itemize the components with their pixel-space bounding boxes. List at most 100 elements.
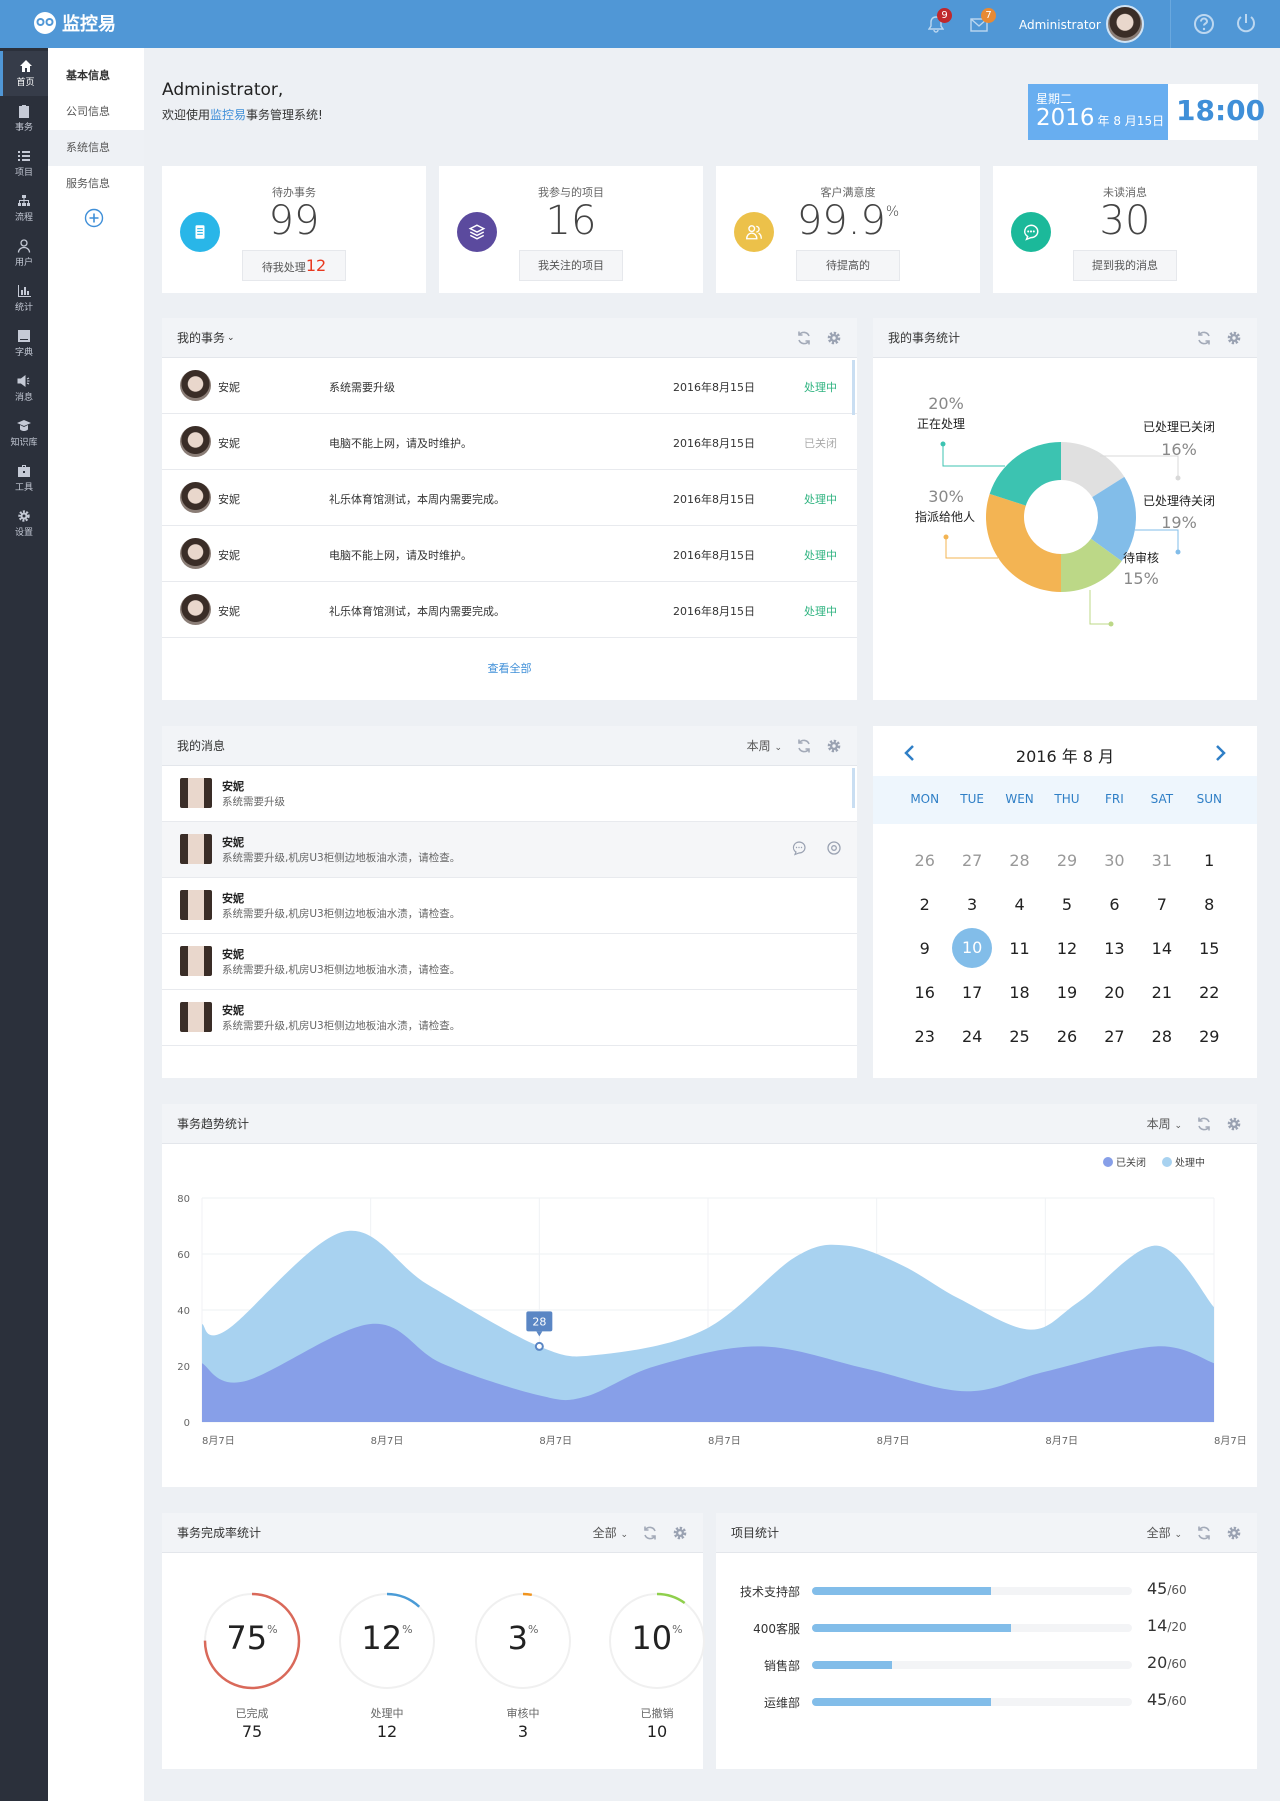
- calendar-day[interactable]: 26: [1043, 1014, 1090, 1058]
- refresh-icon[interactable]: [1196, 330, 1212, 346]
- sidebar-item-book[interactable]: 字典: [0, 321, 48, 366]
- calendar-day[interactable]: 30: [1091, 838, 1138, 882]
- stat-button[interactable]: 待提高的: [796, 250, 900, 281]
- subnav-item-company[interactable]: 公司信息: [66, 105, 110, 118]
- refresh-icon[interactable]: [1196, 1116, 1212, 1132]
- task-description[interactable]: 礼乐体育馆测试，本周内需要完成。: [329, 493, 505, 506]
- scrollbar[interactable]: [852, 360, 855, 415]
- user-avatar[interactable]: [1106, 5, 1144, 43]
- calendar-day[interactable]: 18: [996, 970, 1043, 1014]
- calendar-day[interactable]: 29: [1186, 1014, 1233, 1058]
- calendar-day[interactable]: 6: [1091, 882, 1138, 926]
- calendar-day[interactable]: 14: [1138, 926, 1185, 970]
- refresh-icon[interactable]: [1196, 1525, 1212, 1541]
- period-filter[interactable]: 本周 ⌄: [1147, 1115, 1182, 1132]
- calendar-day[interactable]: 28: [1138, 1014, 1185, 1058]
- notifications-button[interactable]: 9: [927, 8, 952, 36]
- calendar-day[interactable]: 2: [901, 882, 948, 926]
- message-row[interactable]: 安妮 系统需要升级,机房U3柜侧边地板油水渍，请检查。: [162, 822, 857, 878]
- scrollbar[interactable]: [852, 768, 855, 808]
- period-filter[interactable]: 本周 ⌄: [747, 737, 782, 754]
- sidebar-item-flow[interactable]: 流程: [0, 186, 48, 231]
- task-description[interactable]: 系统需要升级: [329, 381, 395, 394]
- calendar-day[interactable]: 13: [1091, 926, 1138, 970]
- task-description[interactable]: 礼乐体育馆测试，本周内需要完成。: [329, 605, 505, 618]
- gear-icon[interactable]: [826, 738, 842, 754]
- next-month-icon[interactable]: [1215, 744, 1227, 762]
- calendar-day[interactable]: 3: [948, 882, 995, 926]
- user-name[interactable]: Administrator: [1019, 18, 1101, 32]
- task-row[interactable]: 安妮 礼乐体育馆测试，本周内需要完成。 2016年8月15日 处理中: [162, 582, 857, 638]
- stat-button[interactable]: 提到我的消息: [1073, 250, 1177, 281]
- calendar-day[interactable]: 31: [1138, 838, 1185, 882]
- calendar-day[interactable]: 1: [1186, 838, 1233, 882]
- logo[interactable]: 监控易: [32, 10, 116, 36]
- view-icon[interactable]: [826, 840, 842, 856]
- task-row[interactable]: 安妮 电脑不能上网，请及时维护。 2016年8月15日 处理中: [162, 526, 857, 582]
- calendar-day[interactable]: 29: [1043, 838, 1090, 882]
- add-icon[interactable]: [84, 208, 104, 228]
- calendar-day[interactable]: 15: [1186, 926, 1233, 970]
- message-row[interactable]: 安妮 系统需要升级,机房U3柜侧边地板油水渍，请检查。: [162, 934, 857, 990]
- calendar-day[interactable]: 21: [1138, 970, 1185, 1014]
- calendar-day[interactable]: 19: [1043, 970, 1090, 1014]
- message-row[interactable]: 安妮 系统需要升级,机房U3柜侧边地板油水渍，请检查。: [162, 990, 857, 1046]
- calendar-day[interactable]: 9: [901, 926, 948, 970]
- subnav-item-service[interactable]: 服务信息: [66, 177, 110, 190]
- calendar-day[interactable]: 25: [996, 1014, 1043, 1058]
- scope-filter[interactable]: 全部 ⌄: [593, 1524, 628, 1541]
- sidebar-item-briefcase[interactable]: 工具: [0, 456, 48, 501]
- gear-icon[interactable]: [1226, 1525, 1242, 1541]
- message-row[interactable]: 安妮 系统需要升级,机房U3柜侧边地板油水渍，请检查。: [162, 878, 857, 934]
- gear-icon[interactable]: [826, 330, 842, 346]
- task-description[interactable]: 电脑不能上网，请及时维护。: [329, 549, 472, 562]
- calendar-day[interactable]: 5: [1043, 882, 1090, 926]
- sidebar-item-user[interactable]: 用户: [0, 231, 48, 276]
- calendar-day[interactable]: 27: [1091, 1014, 1138, 1058]
- refresh-icon[interactable]: [642, 1525, 658, 1541]
- sidebar-item-gear[interactable]: 设置: [0, 501, 48, 546]
- calendar-day[interactable]: 17: [948, 970, 995, 1014]
- message-row[interactable]: 安妮 系统需要升级: [162, 766, 857, 822]
- chevron-down-icon[interactable]: ⌄: [227, 332, 235, 343]
- stat-button[interactable]: 我关注的项目: [519, 250, 623, 281]
- calendar-day[interactable]: 4: [996, 882, 1043, 926]
- welcome-brand-link[interactable]: 监控易: [210, 108, 247, 122]
- subnav-item-system[interactable]: 系统信息: [48, 130, 144, 166]
- calendar-day[interactable]: 24: [948, 1014, 995, 1058]
- calendar-day[interactable]: 22: [1186, 970, 1233, 1014]
- help-icon[interactable]: [1193, 13, 1215, 35]
- mail-button[interactable]: 7: [970, 8, 996, 35]
- refresh-icon[interactable]: [796, 330, 812, 346]
- calendar-day[interactable]: 7: [1138, 882, 1185, 926]
- task-row[interactable]: 安妮 电脑不能上网，请及时维护。 2016年8月15日 已关闭: [162, 414, 857, 470]
- sidebar-item-bars[interactable]: 统计: [0, 276, 48, 321]
- task-row[interactable]: 安妮 系统需要升级 2016年8月15日 处理中: [162, 358, 857, 414]
- sidebar-item-home[interactable]: 首页: [0, 51, 48, 96]
- calendar-day[interactable]: 26: [901, 838, 948, 882]
- task-row[interactable]: 安妮 礼乐体育馆测试，本周内需要完成。 2016年8月15日 处理中: [162, 470, 857, 526]
- view-all-link[interactable]: 查看全部: [487, 662, 532, 675]
- calendar-day-selected[interactable]: 10: [948, 926, 995, 970]
- gear-icon[interactable]: [672, 1525, 688, 1541]
- sidebar-item-speaker[interactable]: 消息: [0, 366, 48, 411]
- sidebar-item-cap[interactable]: 知识库: [0, 411, 48, 456]
- power-icon[interactable]: [1235, 12, 1257, 34]
- calendar-day[interactable]: 28: [996, 838, 1043, 882]
- calendar-day[interactable]: 12: [1043, 926, 1090, 970]
- calendar-day[interactable]: 8: [1186, 882, 1233, 926]
- gear-icon[interactable]: [1226, 1116, 1242, 1132]
- panel-title[interactable]: 我的事务: [177, 331, 226, 345]
- calendar-day[interactable]: 20: [1091, 970, 1138, 1014]
- calendar-day[interactable]: 16: [901, 970, 948, 1014]
- scope-filter[interactable]: 全部 ⌄: [1147, 1524, 1182, 1541]
- stat-button[interactable]: 待我处理12: [242, 250, 346, 281]
- refresh-icon[interactable]: [796, 738, 812, 754]
- sidebar-item-clipboard[interactable]: 事务: [0, 96, 48, 141]
- sidebar-item-list[interactable]: 项目: [0, 141, 48, 186]
- prev-month-icon[interactable]: [903, 744, 915, 762]
- calendar-day[interactable]: 11: [996, 926, 1043, 970]
- reply-icon[interactable]: [791, 840, 807, 856]
- gear-icon[interactable]: [1226, 330, 1242, 346]
- calendar-day[interactable]: 27: [948, 838, 995, 882]
